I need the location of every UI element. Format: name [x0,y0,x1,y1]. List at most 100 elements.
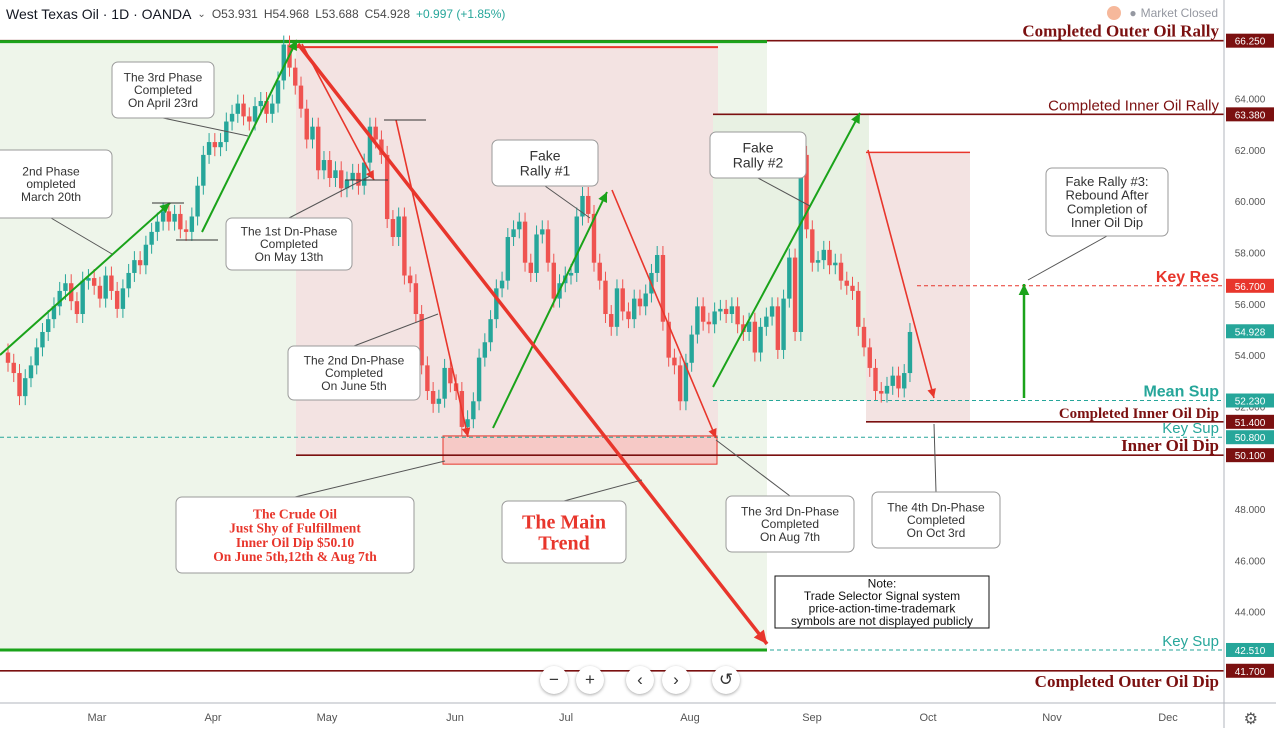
callout-pointer-9 [294,460,446,498]
candle-body-86 [499,280,505,289]
candle-body-46 [270,103,275,114]
candle-body-126 [729,306,735,315]
candle-body-12 [74,301,80,315]
candle-body-123 [712,311,717,325]
dn-arrow-3-head [708,428,717,438]
callout-line: Trade Selector Signal system [804,589,960,603]
candle-body-61 [356,172,361,186]
zoom-in-button[interactable]: + [576,666,604,694]
candle-body-0 [5,352,11,363]
candle-body-125 [723,308,729,315]
y-tick-10: 64.000 [1235,94,1266,105]
candle-body-14 [86,278,91,281]
reset-chart-button[interactable]: ↺ [712,666,740,694]
candle-body-19 [114,290,120,309]
gear-icon[interactable]: ⚙ [1243,711,1258,728]
candle-body-16 [97,285,103,299]
candle-body-64 [373,126,378,140]
candle-body-111 [643,293,648,307]
candle-body-127 [735,306,740,325]
callout-box-4 [491,139,599,187]
x-tick-3: Jun [446,712,464,724]
candle-body-152 [879,391,884,394]
chart-header: West Texas Oil · 1D · OANDA ⌄ O53.931 H5… [0,0,505,28]
callout-text-11: Note: Trade Selector Signal system price-a… [791,576,973,628]
candle-body-132 [764,316,769,327]
callout-box-9 [175,496,415,574]
y-tick-4: 52.000 [1235,402,1266,413]
level-tag-label-3: 54.928 [1235,327,1266,338]
level-name-1: Completed Inner Oil Rally [1048,97,1219,114]
callout-line: On June 5th,12th & Aug 7th [213,549,377,564]
level-tag-label-9: 41.700 [1235,667,1266,678]
candle-body-7 [46,319,51,332]
price-axis[interactable]: 44.00046.00048.00050.00052.00054.00056.0… [1223,0,1276,728]
candle-body-124 [718,308,723,312]
callout-line: The 3rd Phase [124,71,203,85]
candle-body-99 [574,216,579,273]
candle-body-34 [201,154,206,186]
callout-line: Completed [325,366,383,380]
callout-pointer-1 [162,117,249,137]
chevron-down-icon[interactable]: ⌄ [197,8,206,20]
level-tag-3 [1226,324,1274,339]
open-value: O53.931 [211,7,258,21]
candle-body-115 [666,321,671,358]
symbol-title[interactable]: West Texas Oil · 1D · OANDA [6,6,192,22]
callout-line: On Oct 3rd [907,526,966,540]
callout-box-6 [1045,167,1169,237]
candle-body-36 [212,142,218,148]
candle-body-82 [476,357,482,402]
candle-body-94 [545,229,551,263]
candle-body-140 [810,229,815,263]
change-value: +0.997 (+1.85%) [416,7,506,21]
candle-body-131 [758,326,763,353]
y-tick-5: 54.000 [1235,351,1266,362]
candle-body-40 [235,103,240,114]
market-status-icon [1107,6,1122,20]
scroll-forward-button[interactable]: › [662,666,690,694]
level-tag-8 [1226,642,1274,657]
candle-body-59 [344,180,350,189]
x-tick-1: Apr [204,712,221,724]
candle-body-151 [873,367,878,392]
candle-body-113 [654,254,660,273]
level-tag-6 [1226,430,1274,445]
candle-body-23 [137,260,143,266]
scroll-back-button[interactable]: ‹ [626,666,654,694]
callout-pointer-3 [353,313,439,347]
candle-body-146 [844,280,849,286]
level-tag-5 [1226,414,1274,429]
up-arrow-4 [712,112,861,388]
candle-body-150 [867,347,872,368]
time-axis[interactable]: Mar Apr May Jun Jul Aug Sep Oct Nov Dec [0,702,1276,724]
callout-pointer-6 [1027,235,1108,281]
candle-body-88 [511,229,516,238]
candle-body-110 [637,298,643,307]
candle-body-98 [568,272,574,276]
candle-body-71 [413,283,419,315]
y-tick-0: 44.000 [1235,608,1266,619]
candle-body-53 [310,126,315,140]
zoom-out-button[interactable]: − [540,666,568,694]
level-name-7: Inner Oil Dip [1121,436,1219,455]
candle-body-103 [597,262,602,281]
callout-pointer-10 [563,479,643,502]
candle-body-17 [103,275,108,299]
callout-box-0 [0,149,113,219]
candle-body-106 [614,288,620,327]
candle-body-90 [522,221,528,263]
candle-body-139 [804,154,809,230]
candle-body-89 [517,221,522,230]
candle-body-39 [229,113,235,122]
callout-pointer-0 [50,217,113,255]
callout-line: 2nd Phase [22,165,80,179]
dn-arrow-3 [611,189,717,439]
candle-body-45 [264,100,269,114]
candle-body-10 [63,283,68,291]
candle-body-153 [884,385,890,394]
x-tick-7: Oct [919,712,936,724]
candle-body-1 [11,362,16,374]
level-tag-label-1: 63.380 [1235,110,1266,121]
